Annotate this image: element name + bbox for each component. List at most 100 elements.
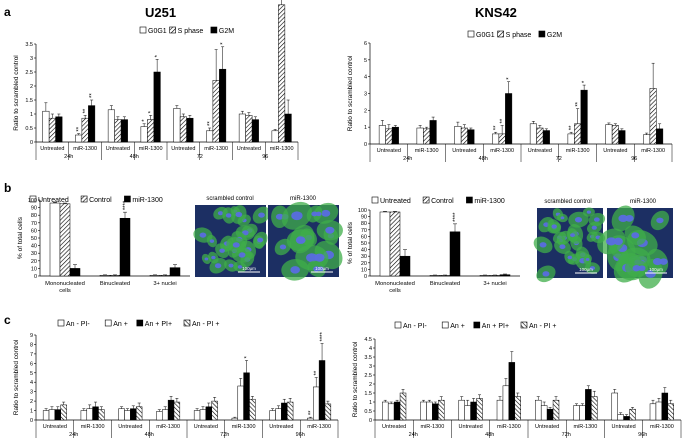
bar bbox=[656, 128, 664, 145]
legend-swatch bbox=[57, 319, 65, 327]
bar bbox=[489, 275, 501, 277]
bar bbox=[162, 409, 169, 421]
cell-nucleus bbox=[314, 253, 325, 262]
microscopy-images: scrambled control miR-1300 scrambled contr… bbox=[193, 196, 673, 289]
scale-bar-label: 100μm bbox=[649, 267, 663, 272]
y-tick-label: 0 bbox=[364, 274, 367, 280]
legend-swatch bbox=[80, 195, 88, 203]
y-tick-label: 80 bbox=[361, 221, 367, 227]
x-tick-label: miR-1300 bbox=[139, 146, 163, 152]
significance-mark: * bbox=[507, 77, 513, 80]
cell-nucleus bbox=[204, 257, 209, 261]
legend-label: G2M bbox=[219, 28, 234, 35]
bar bbox=[167, 399, 175, 421]
x-tick-label: Untreated bbox=[171, 146, 195, 152]
time-label: 48h bbox=[130, 154, 139, 160]
cell-nucleus bbox=[559, 244, 566, 250]
y-tick-label: 90 bbox=[31, 206, 37, 212]
cell-nucleus bbox=[214, 263, 222, 269]
category-label: cells bbox=[389, 288, 401, 294]
legend-swatch bbox=[183, 319, 191, 327]
legend-swatch bbox=[124, 195, 131, 203]
cell-nucleus bbox=[656, 217, 664, 224]
bar bbox=[379, 211, 391, 277]
y-tick-label: 1.5 bbox=[25, 98, 33, 104]
category-label: Binucleated bbox=[430, 281, 460, 287]
cell-nucleus bbox=[315, 211, 322, 217]
cell-nucleus bbox=[632, 265, 641, 272]
y-tick-label: 50 bbox=[31, 236, 37, 242]
micrograph-title: scrambled control bbox=[544, 199, 591, 205]
bar bbox=[271, 130, 279, 143]
cell-nucleus bbox=[625, 215, 634, 222]
bar bbox=[432, 403, 439, 421]
cell-nucleus bbox=[238, 252, 246, 258]
x-tick-label: Untreated bbox=[194, 424, 218, 430]
bar bbox=[156, 411, 163, 421]
cell-nucleus bbox=[217, 211, 224, 216]
bar bbox=[629, 408, 636, 421]
bar bbox=[470, 401, 477, 421]
bar bbox=[130, 408, 137, 421]
bar bbox=[617, 414, 624, 421]
x-tick-label: miR-1300 bbox=[497, 424, 521, 430]
category-label: Binucleated bbox=[100, 281, 130, 287]
bar bbox=[173, 401, 181, 421]
y-tick-label: 70 bbox=[361, 228, 367, 234]
y-tick-label: 0.5 bbox=[364, 409, 372, 415]
legend-swatch bbox=[136, 319, 144, 327]
legend-label: S phase bbox=[178, 28, 204, 35]
bar bbox=[88, 105, 96, 143]
bar bbox=[391, 126, 399, 145]
cell-nucleus bbox=[290, 266, 300, 274]
bar bbox=[416, 127, 424, 145]
x-tick-label: Untreated bbox=[40, 146, 64, 152]
bar bbox=[580, 89, 588, 145]
bar bbox=[42, 110, 50, 143]
bar bbox=[238, 113, 246, 143]
bar bbox=[48, 117, 56, 143]
x-tick-label: Untreated bbox=[106, 146, 130, 152]
category-label: Mononucleated bbox=[375, 281, 415, 287]
y-tick-label: 0 bbox=[30, 418, 33, 424]
time-label: 24h bbox=[409, 432, 418, 438]
cell-nucleus bbox=[317, 266, 324, 272]
cell-nucleus bbox=[232, 242, 240, 248]
y-tick-label: 10 bbox=[31, 266, 37, 272]
time-label: 24h bbox=[69, 432, 78, 438]
cell-nucleus bbox=[638, 265, 646, 272]
bar bbox=[80, 410, 88, 421]
bar bbox=[179, 116, 187, 143]
significance-mark: **** bbox=[123, 200, 129, 210]
legend-label: An + PI+ bbox=[482, 323, 509, 330]
micrograph-title: miR-1300 bbox=[630, 199, 657, 205]
time-label: 48h bbox=[479, 156, 488, 162]
time-label: 48h bbox=[145, 432, 154, 438]
panel-a-kns42-chart: G0G1 S phase G2M Ratio to scrambled control… bbox=[347, 30, 673, 162]
y-tick-label: 0 bbox=[364, 142, 367, 148]
scale-bar-label: 100μm bbox=[315, 266, 329, 271]
time-label: 96h bbox=[296, 432, 305, 438]
significance-mark: ** bbox=[576, 101, 582, 106]
legend-label: An + bbox=[450, 323, 465, 330]
bar bbox=[476, 398, 483, 421]
x-tick-label: miR-1300 bbox=[81, 424, 105, 430]
bar bbox=[284, 113, 292, 143]
cell-nucleus bbox=[275, 213, 284, 220]
y-axis-label: Ratio to scrambled control bbox=[352, 341, 359, 417]
bar bbox=[458, 399, 465, 421]
bar bbox=[389, 211, 401, 277]
legend-swatch bbox=[538, 30, 546, 38]
legend-swatch bbox=[394, 321, 402, 329]
micrograph: 100μm bbox=[597, 205, 673, 289]
bar bbox=[611, 125, 619, 145]
legend-swatch bbox=[104, 319, 112, 327]
cell-nucleus bbox=[235, 211, 243, 218]
cell-nucleus bbox=[279, 244, 287, 250]
bar bbox=[75, 134, 83, 143]
bar bbox=[505, 93, 513, 145]
bar bbox=[193, 410, 201, 421]
bar bbox=[429, 275, 441, 277]
cell-nucleus bbox=[311, 211, 318, 217]
x-tick-label: miR-1300 bbox=[156, 424, 180, 430]
